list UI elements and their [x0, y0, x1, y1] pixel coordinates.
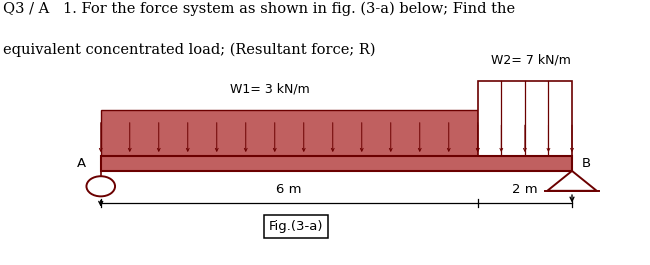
Text: 2 m: 2 m [512, 183, 538, 196]
Bar [101, 110, 478, 156]
Bar [478, 81, 572, 156]
Text: 6 m: 6 m [276, 183, 302, 196]
Bar [101, 156, 572, 171]
Text: Q3 / A   1. For the force system as shown in fig. (3-a) below; Find the: Q3 / A 1. For the force system as shown … [3, 1, 515, 16]
Text: B: B [582, 157, 591, 170]
Polygon shape [547, 171, 597, 191]
Text: W1= 3 kN/m: W1= 3 kN/m [230, 82, 309, 95]
Ellipse shape [86, 176, 115, 196]
Text: W2= 7 kN/m: W2= 7 kN/m [491, 53, 571, 66]
Text: Fig.(3-a): Fig.(3-a) [268, 220, 323, 233]
Text: A: A [77, 157, 86, 170]
Text: equivalent concentrated load; (Resultant force; R): equivalent concentrated load; (Resultant… [3, 42, 376, 57]
